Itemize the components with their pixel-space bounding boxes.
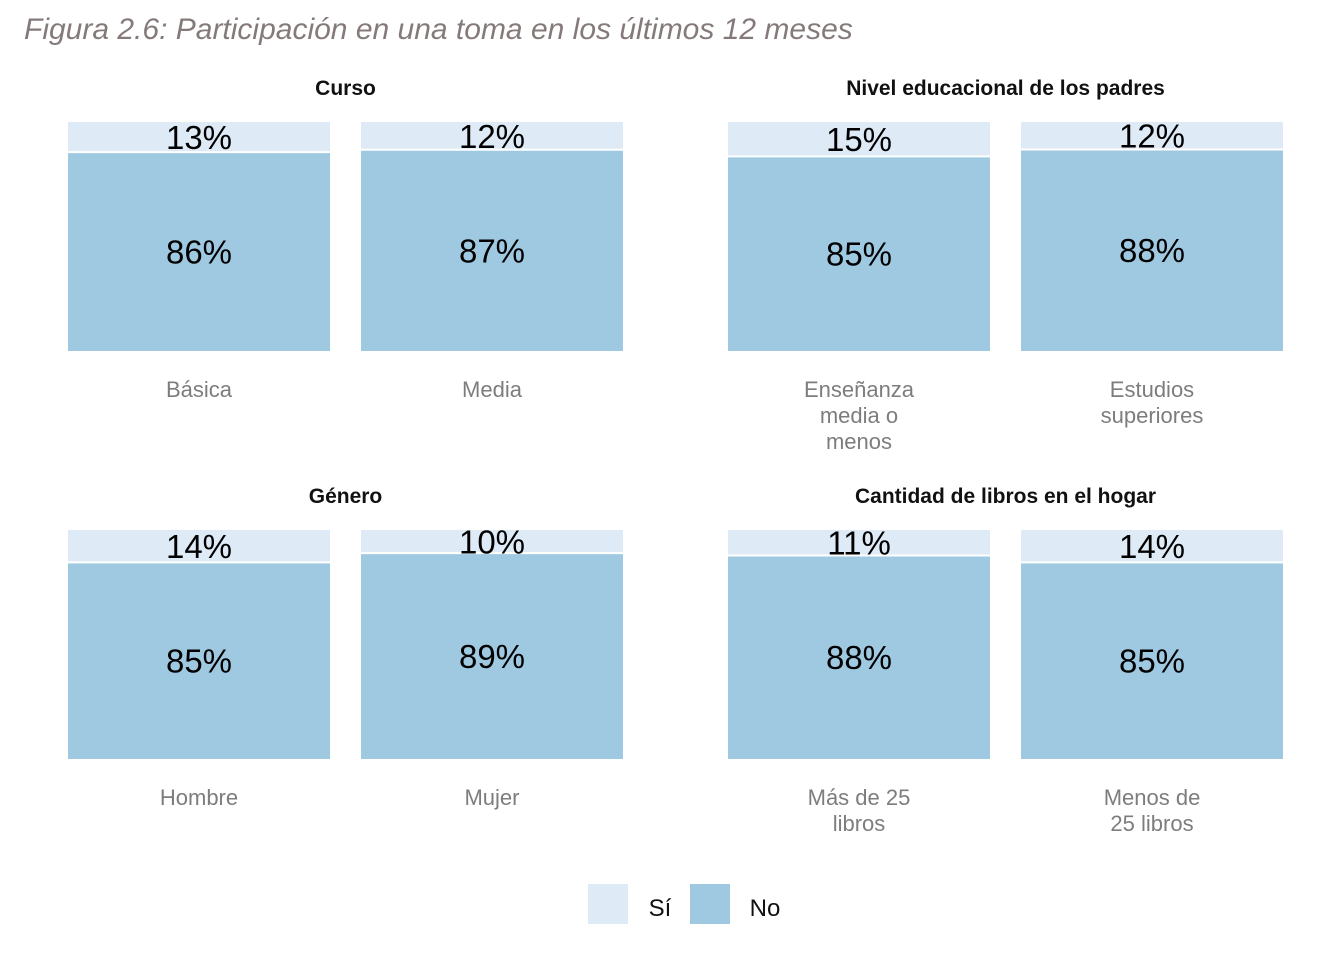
data-label-no: 86%	[166, 234, 232, 271]
bar-no	[728, 156, 990, 351]
bar-si	[68, 530, 330, 563]
data-label-no: 85%	[166, 643, 232, 680]
bar-si	[1021, 122, 1283, 150]
bar-no	[361, 553, 623, 759]
chart-panel-3: Género 14% 85% Hombre 10% 89% Mujer	[68, 485, 623, 810]
legend: Sí No	[588, 884, 780, 924]
data-label-si: 13%	[166, 119, 232, 156]
legend-label-no: No	[750, 895, 781, 922]
bar-no	[728, 555, 990, 759]
data-label-si: 15%	[826, 121, 892, 158]
bar-si	[728, 530, 990, 556]
bar-si	[361, 530, 623, 554]
data-label-si: 10%	[459, 524, 525, 561]
data-label-si: 14%	[166, 528, 232, 565]
category-label: Más de 25 libros	[808, 785, 911, 836]
category-label: Mujer	[464, 785, 519, 810]
data-label-no: 85%	[826, 236, 892, 273]
bar-no	[1021, 562, 1283, 759]
data-label-no: 87%	[459, 232, 525, 269]
bar-no	[1021, 149, 1283, 351]
category-label: Hombre	[160, 785, 238, 810]
data-label-si: 11%	[827, 525, 891, 562]
bar-si	[68, 122, 330, 153]
bar-no	[68, 152, 330, 351]
legend-label-si: Sí	[649, 895, 672, 922]
category-label: Menos de 25 libros	[1104, 785, 1201, 836]
panel-title: Género	[309, 485, 383, 508]
figure-title: Figura 2.6: Participación en una toma en…	[24, 13, 853, 46]
data-label-si: 14%	[1119, 528, 1185, 565]
chart-panel-4: Cantidad de libros en el hogar 11% 88% Más …	[728, 485, 1283, 836]
bar-no	[361, 149, 623, 351]
chart-panel-1: Curso 13% 86% Básica 12% 87% Media	[68, 77, 623, 402]
panel-title: Cantidad de libros en el hogar	[855, 485, 1156, 508]
chart-panels: Curso 13% 86% Básica 12% 87% Media Nivel educac…	[68, 77, 1283, 836]
data-label-no: 89%	[459, 638, 525, 675]
data-label-si: 12%	[1119, 118, 1185, 155]
legend-swatch-no	[690, 884, 730, 924]
data-label-no: 88%	[1119, 232, 1185, 269]
category-label: Básica	[166, 377, 233, 402]
panel-title: Nivel educacional de los padres	[846, 77, 1165, 100]
bar-si	[728, 122, 990, 157]
bar-no	[68, 562, 330, 759]
bar-si	[361, 122, 623, 150]
data-label-si: 12%	[459, 118, 525, 155]
data-label-no: 85%	[1119, 643, 1185, 680]
category-label: Enseñanza media o menos	[804, 377, 915, 454]
legend-swatch-si	[588, 884, 628, 924]
category-label: Media	[462, 377, 523, 402]
category-label: Estudios superiores	[1101, 377, 1204, 428]
data-label-no: 88%	[826, 639, 892, 676]
chart-panel-2: Nivel educacional de los padres 15% 85% Ens…	[728, 77, 1283, 454]
bar-si	[1021, 530, 1283, 563]
panel-title: Curso	[315, 77, 376, 100]
